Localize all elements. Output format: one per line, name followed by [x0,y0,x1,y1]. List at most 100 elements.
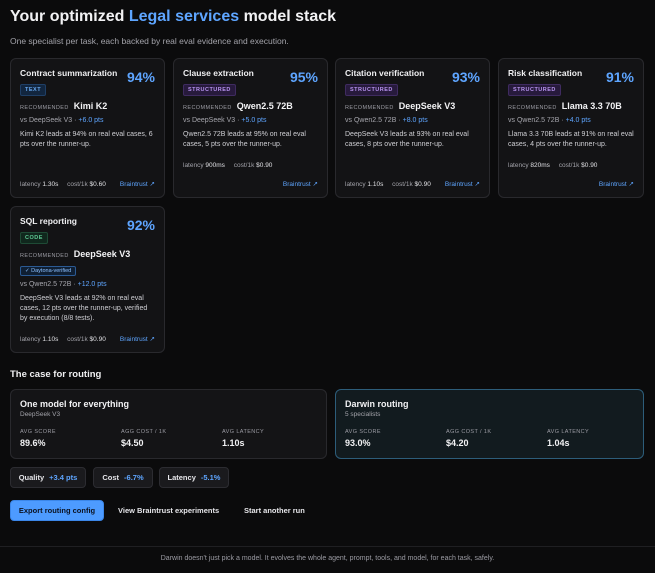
stat-value: 93.0% [345,438,371,448]
braintrust-link[interactable]: Braintrust ↗ [119,181,155,188]
cost-delta-pill: Cost -6.7% [93,467,153,488]
task-type-tag: STRUCTURED [345,84,398,96]
footer-text: Darwin doesn't just pick a model. It evo… [160,555,495,562]
score-delta: +6.0 pts [78,117,104,124]
task-score: 92% [126,217,155,233]
latency-label: latency [20,336,41,343]
recommended-row: RECOMMENDED DeepSeek V3 [345,101,480,111]
task-metrics: latency 1.10s cost/1k $0.90 [345,181,431,188]
recommended-label: RECOMMENDED [183,105,232,111]
runner-up-model: vs DeepSeek V3 [20,117,73,124]
score-delta: +12.0 pts [77,281,107,288]
pill-label: Cost [102,473,120,482]
braintrust-link[interactable]: Braintrust ↗ [282,181,318,188]
panel-title: Darwin routing [345,399,409,409]
runner-up-model: vs DeepSeek V3 [183,117,236,124]
task-description: DeepSeek V3 leads at 93% on real eval ca… [345,131,469,149]
task-card-clause-extraction: Clause extraction 95% STRUCTURED RECOMME… [173,58,328,198]
task-metrics: latency 1.30s cost/1k $0.60 [20,181,106,188]
runner-up-model: vs Qwen2.5 72B [345,117,397,124]
task-score: 94% [126,69,155,85]
stat-label: AVG LATENCY [222,429,265,435]
task-description: Qwen2.5 72B leads at 95% on real eval ca… [183,131,306,149]
agg-cost-stat: AGG COST / 1K $4.20 [446,429,491,448]
task-name: SQL reporting [20,216,77,226]
daytona-verified-badge: ✓ Daytona-verified [20,266,77,276]
recommended-model: DeepSeek V3 [398,101,456,111]
recommended-label: RECOMMENDED [20,253,69,259]
pill-value: -5.1% [200,473,221,482]
latency-label: latency [20,181,41,188]
stat-label: AGG COST / 1K [446,429,492,435]
start-another-run-button[interactable]: Start another run [244,506,305,515]
braintrust-link[interactable]: Braintrust ↗ [598,181,634,188]
task-name: Contract summarization [20,68,118,78]
cost-label: cost/1k [558,162,580,169]
recommended-label: RECOMMENDED [345,105,394,111]
avg-score-stat: AVG SCORE 93.0% [345,429,381,448]
title-prefix: Your optimized [10,8,125,25]
panel-title: One model for everything [20,399,130,409]
latency-label: latency [345,181,366,188]
single-model-panel: One model for everything DeepSeek V3 AVG… [10,389,327,459]
latency-value: 820ms [530,162,550,169]
darwin-routing-panel: Darwin routing 5 specialists AVG SCORE 9… [335,389,644,459]
task-type-tag: STRUCTURED [508,84,561,96]
title-accent: Legal services [128,8,240,25]
runner-up-comparison: vs DeepSeek V3 · +6.0 pts [20,117,104,124]
task-name: Clause extraction [183,68,254,78]
stat-value: $4.20 [446,438,469,448]
cost-label: cost/1k [233,162,255,169]
recommended-model: DeepSeek V3 [73,249,131,259]
task-description: Llama 3.3 70B leads at 91% on real eval … [508,131,634,149]
panel-subtitle: DeepSeek V3 [20,411,61,418]
stat-label: AGG COST / 1K [121,429,167,435]
pill-label: Latency [167,473,196,482]
pill-value: +3.4 pts [49,473,78,482]
task-description: DeepSeek V3 leads at 92% on real eval ca… [20,295,148,323]
latency-label: latency [183,162,204,169]
recommended-row: RECOMMENDED Qwen2.5 72B [183,101,318,111]
latency-value: 1.10s [42,336,59,343]
task-metrics: latency 900ms cost/1k $0.90 [183,162,272,169]
task-card-sql-reporting: SQL reporting 92% CODE RECOMMENDED DeepS… [10,206,165,353]
cost-label: cost/1k [67,181,88,188]
task-type-tag: STRUCTURED [183,84,236,96]
quality-delta-pill: Quality +3.4 pts [10,467,86,488]
cost-value: $0.90 [256,162,273,169]
task-type-tag: CODE [20,232,48,244]
stat-label: AVG SCORE [345,429,381,435]
page-subtitle: One specialist per task, each backed by … [10,36,289,46]
task-name: Citation verification [345,68,425,78]
task-card-risk-classification: Risk classification 91% STRUCTURED RECOM… [498,58,644,198]
routing-section-title: The case for routing [10,369,102,380]
view-braintrust-experiments-button[interactable]: View Braintrust experiments [118,506,220,515]
task-card-contract-summarization: Contract summarization 94% TEXT RECOMMEN… [10,58,165,198]
task-score: 91% [605,69,634,85]
recommended-model: Llama 3.3 70B [561,101,622,111]
latency-delta-pill: Latency -5.1% [159,467,229,488]
stat-value: $4.50 [121,438,144,448]
task-metrics: latency 1.10s cost/1k $0.90 [20,336,106,343]
avg-latency-stat: AVG LATENCY 1.04s [547,429,589,448]
cost-value: $0.90 [89,336,106,343]
score-delta: +5.0 pts [241,117,267,124]
recommended-model: Qwen2.5 72B [236,101,293,111]
export-routing-config-button[interactable]: Export routing config [10,500,104,521]
braintrust-link[interactable]: Braintrust ↗ [119,336,155,343]
recommended-row: RECOMMENDED Llama 3.3 70B [508,101,634,111]
runner-up-comparison: vs Qwen2.5 72B · +12.0 pts [20,281,107,288]
task-card-citation-verification: Citation verification 93% STRUCTURED REC… [335,58,490,198]
runner-up-model: vs Qwen2.5 72B [20,281,72,288]
braintrust-link[interactable]: Braintrust ↗ [444,181,480,188]
pill-label: Quality [18,473,45,482]
task-score: 95% [289,69,318,85]
task-name: Risk classification [508,68,583,78]
task-metrics: latency 820ms cost/1k $0.90 [508,162,597,169]
cost-value: $0.60 [89,181,106,188]
runner-up-comparison: vs Qwen2.5 72B · +8.0 pts [345,117,428,124]
panel-subtitle: 5 specialists [345,411,381,418]
cost-value: $0.90 [581,162,598,169]
title-suffix: model stack [243,8,337,25]
avg-score-stat: AVG SCORE 89.6% [20,429,56,448]
